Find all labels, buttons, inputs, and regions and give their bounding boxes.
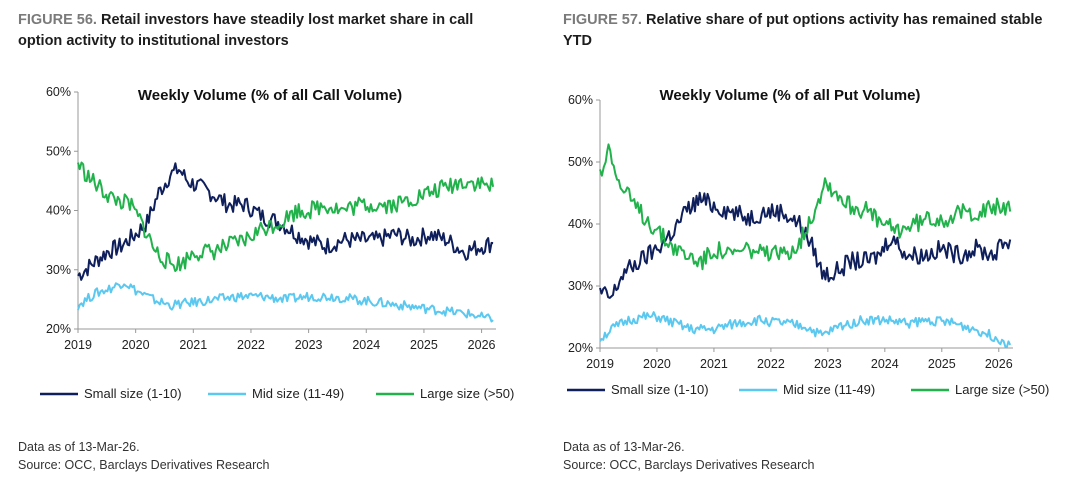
figure-57: FIGURE 57. Relative share of put options… (545, 0, 1075, 496)
x-tick-label: 2022 (757, 357, 785, 371)
figure-number: FIGURE 56. (18, 12, 97, 28)
data-note: Data as of 13-Mar-26. (563, 440, 685, 454)
series-line-small (599, 191, 1012, 299)
y-tick-label: 60% (568, 93, 593, 107)
x-tick-label: 2020 (643, 357, 671, 371)
source-note: Source: OCC, Barclays Derivatives Resear… (18, 458, 270, 472)
legend-label-mid: Mid size (11-49) (252, 386, 344, 401)
x-tick-label: 2019 (586, 357, 614, 371)
x-tick-label: 2026 (985, 357, 1013, 371)
y-tick-label: 30% (568, 279, 593, 293)
y-tick-label: 50% (568, 155, 593, 169)
x-tick-label: 2024 (352, 338, 380, 352)
legend-label-large: Large size (>50) (420, 386, 514, 401)
y-tick-label: 60% (46, 85, 71, 99)
chart-title: Weekly Volume (% of all Put Volume) (660, 87, 921, 104)
x-tick-label: 2023 (814, 357, 842, 371)
figure-title-text: Relative share of put options activity h… (563, 12, 1043, 49)
call-volume-chart: Weekly Volume (% of all Call Volume) 20% 3… (40, 85, 514, 401)
x-tick-label: 2025 (410, 338, 438, 352)
x-tick-label: 2026 (468, 338, 496, 352)
x-tick-label: 2020 (122, 338, 150, 352)
figure-title-text: Retail investors have steadily lost mark… (18, 12, 474, 49)
figure-number: FIGURE 57. (563, 12, 642, 28)
figure-title: FIGURE 56. Retail investors have steadil… (18, 10, 518, 52)
data-note: Data as of 13-Mar-26. (18, 440, 140, 454)
legend-label-mid: Mid size (11-49) (783, 382, 875, 397)
x-tick-label: 2023 (295, 338, 323, 352)
legend-label-large: Large size (>50) (955, 382, 1049, 397)
x-tick-label: 2024 (871, 357, 899, 371)
y-tick-label: 20% (568, 341, 593, 355)
y-tick-label: 20% (46, 322, 71, 336)
legend-label-small: Small size (1-10) (611, 382, 709, 397)
figure-56: FIGURE 56. Retail investors have steadil… (0, 0, 530, 496)
x-tick-label: 2021 (700, 357, 728, 371)
series-line-mid (77, 282, 494, 323)
y-tick-label: 30% (46, 263, 71, 277)
series-line-mid (599, 311, 1012, 348)
x-tick-label: 2019 (64, 338, 92, 352)
source-note: Source: OCC, Barclays Derivatives Resear… (563, 458, 815, 472)
x-tick-label: 2025 (928, 357, 956, 371)
y-tick-label: 40% (568, 217, 593, 231)
y-tick-label: 50% (46, 144, 71, 158)
put-volume-chart: Weekly Volume (% of all Put Volume) 20% 30… (567, 87, 1049, 397)
legend-label-small: Small size (1-10) (84, 386, 182, 401)
x-tick-label: 2021 (179, 338, 207, 352)
chart-title: Weekly Volume (% of all Call Volume) (138, 87, 402, 104)
x-tick-label: 2022 (237, 338, 265, 352)
y-tick-label: 40% (46, 204, 71, 218)
figure-title: FIGURE 57. Relative share of put options… (563, 10, 1063, 52)
series-line-large (77, 161, 495, 272)
series-line-large (599, 143, 1012, 271)
